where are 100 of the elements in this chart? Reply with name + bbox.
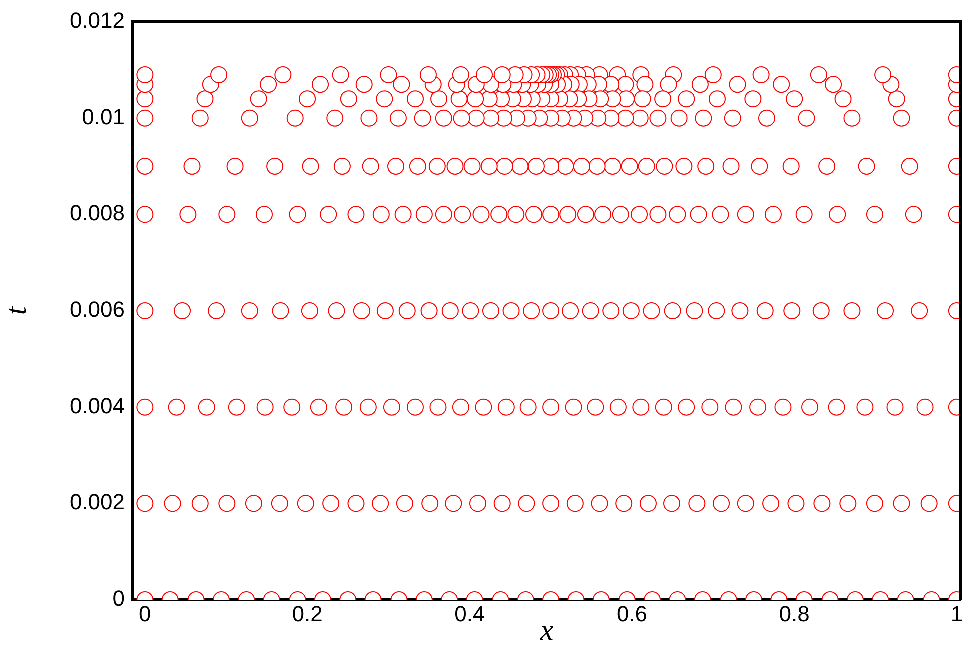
point [360, 398, 377, 416]
point [523, 302, 540, 320]
point [905, 206, 922, 224]
point [464, 158, 481, 175]
point [480, 158, 498, 175]
point [562, 302, 580, 320]
point [560, 206, 577, 224]
point [528, 158, 545, 175]
point [218, 495, 236, 512]
point [621, 158, 638, 175]
point [136, 206, 154, 224]
point [690, 206, 708, 224]
point [670, 110, 688, 127]
x-axis-title: x [539, 614, 554, 647]
point [136, 90, 154, 108]
point [332, 66, 350, 84]
point [638, 158, 656, 175]
point [542, 302, 560, 320]
point [380, 66, 398, 84]
point [250, 90, 268, 108]
point [428, 158, 446, 175]
point [241, 110, 258, 127]
point [802, 398, 819, 416]
point [226, 158, 244, 175]
point [708, 302, 726, 320]
point [164, 495, 182, 512]
point [737, 206, 754, 224]
point [565, 398, 582, 416]
point [573, 158, 590, 175]
point [462, 302, 480, 320]
point [326, 110, 344, 127]
point [184, 158, 201, 175]
point [632, 398, 650, 416]
point [616, 495, 633, 512]
point [713, 495, 730, 512]
point [420, 302, 438, 320]
y-tick-label: 0.002 [70, 490, 125, 515]
point [362, 158, 380, 175]
point [664, 495, 681, 512]
y-tick-label: 0.01 [82, 104, 125, 130]
point [414, 110, 432, 127]
point [245, 495, 262, 512]
point [192, 495, 209, 512]
point [475, 398, 492, 416]
point [634, 90, 652, 108]
point [617, 110, 634, 127]
point [542, 206, 560, 224]
point [610, 398, 627, 416]
point [729, 76, 746, 94]
point [512, 158, 529, 175]
point [818, 158, 836, 175]
point [472, 206, 490, 224]
point [312, 76, 330, 94]
point [409, 158, 426, 175]
point [302, 158, 320, 175]
point [453, 110, 470, 127]
point [334, 158, 351, 175]
point [810, 66, 828, 84]
point [636, 76, 654, 94]
x-tick-label: 0.2 [292, 601, 323, 626]
point [752, 66, 770, 84]
y-tick-label: 0.006 [70, 297, 125, 322]
point [394, 206, 412, 224]
point [844, 302, 861, 320]
point [322, 495, 340, 512]
point [272, 302, 290, 320]
point [136, 110, 154, 127]
point [289, 206, 306, 224]
point [582, 302, 600, 320]
point [788, 495, 805, 512]
point [266, 158, 284, 175]
point [490, 206, 508, 224]
point [406, 90, 424, 108]
point [591, 495, 608, 512]
point [566, 495, 584, 512]
point [360, 110, 378, 127]
point [722, 158, 740, 175]
point [901, 158, 918, 175]
point [136, 398, 154, 416]
point [557, 158, 574, 175]
point [284, 398, 301, 416]
point [320, 206, 338, 224]
point [866, 495, 884, 512]
point [655, 398, 672, 416]
point [825, 76, 842, 94]
point [764, 206, 782, 224]
point [445, 495, 462, 512]
point [594, 206, 612, 224]
point [877, 302, 894, 320]
point [416, 206, 433, 224]
point [724, 110, 742, 127]
point [888, 90, 906, 108]
point [310, 398, 328, 416]
point [643, 302, 660, 320]
point [669, 206, 686, 224]
point [577, 206, 594, 224]
point [829, 206, 846, 224]
point [874, 66, 892, 84]
point [518, 495, 536, 512]
point [920, 495, 938, 512]
